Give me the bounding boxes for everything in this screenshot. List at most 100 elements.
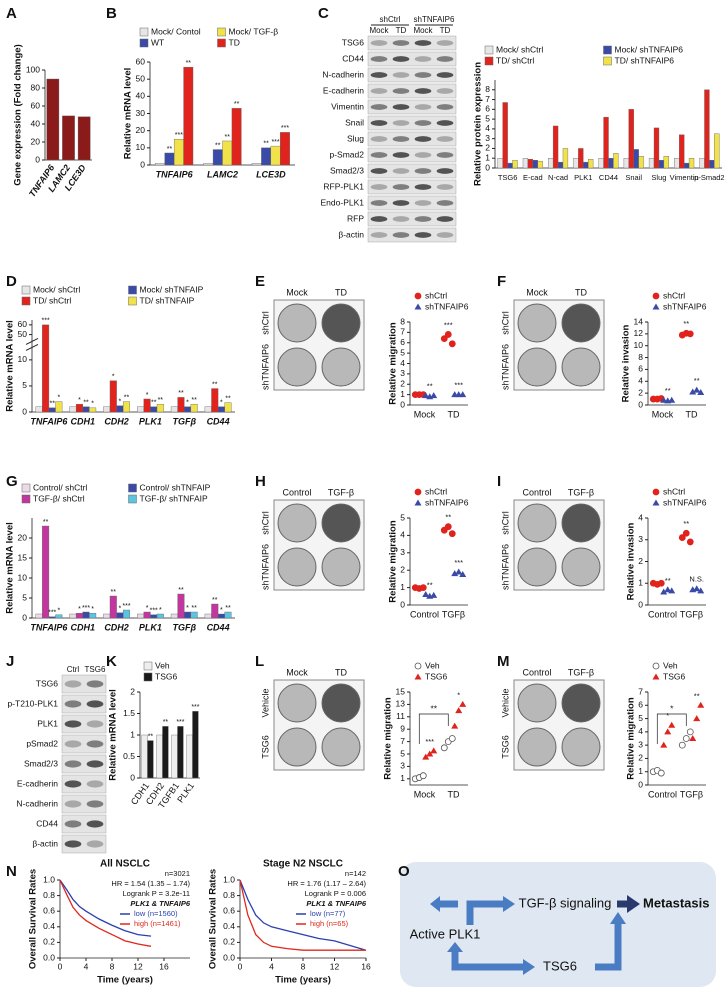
arrow-head [610, 912, 626, 924]
x-tick-label: N-cad [548, 173, 568, 182]
significance: ** [186, 60, 192, 67]
blot-label: E-cadherin [323, 85, 364, 95]
blot-band [370, 120, 388, 126]
blot-band [370, 200, 388, 206]
significance: *** [281, 125, 289, 132]
blot-label: Smad2/3 [330, 165, 364, 175]
lane-label: TSG6 [85, 665, 106, 674]
x-tick-label: 0 [58, 961, 63, 971]
x-tick-label: Mock [414, 789, 436, 799]
panel-label: B [106, 5, 117, 22]
significance: N.S. [689, 575, 704, 584]
node-label: Metastasis [643, 895, 709, 910]
bar [42, 324, 50, 413]
blot-strip [367, 83, 457, 99]
y-tick-label: 0 [485, 162, 490, 172]
y-tick-label: 1 [400, 582, 405, 592]
y-axis-label: Relative migration [388, 322, 399, 405]
lane-label: TD [396, 26, 407, 35]
y-axis-label: Relative invasion [626, 523, 637, 601]
well-column-label: TGF-β [568, 667, 594, 677]
data-point [652, 303, 660, 310]
x-axis-label: Time (years) [275, 975, 331, 986]
blot-strip [367, 67, 457, 83]
y-tick-label: 80 [31, 82, 41, 92]
data-point [414, 488, 422, 496]
legend-swatch [484, 45, 494, 55]
bar [679, 134, 685, 169]
significance: ** [215, 142, 221, 149]
x-tick-label: TNFAIP6 [30, 416, 68, 426]
y-tick-label: 5 [638, 713, 643, 723]
well [321, 303, 361, 343]
y-tick-label: 10 [634, 340, 644, 350]
blot-label: TSG6 [342, 37, 364, 47]
panel-label: N [6, 863, 17, 880]
blot-label: Vimentin [331, 101, 364, 111]
bar [573, 158, 579, 169]
blot-band [64, 780, 82, 788]
annotation: HR = 1.76 (1.17 – 2.64) [287, 879, 366, 888]
well [517, 727, 557, 767]
data-point [414, 292, 422, 300]
bar [587, 158, 594, 169]
legend-label: TGF-β/ shTNFAIP [140, 493, 209, 503]
blot-band [436, 200, 454, 206]
data-point [697, 701, 705, 708]
x-tick-label: 12 [133, 961, 143, 971]
well [561, 727, 601, 767]
y-tick-label: 2 [638, 387, 643, 397]
x-tick-label: CD44 [207, 622, 230, 632]
data-point [689, 735, 697, 741]
bar [532, 159, 538, 169]
bar [537, 160, 543, 169]
legend-swatch [603, 56, 612, 66]
well [561, 547, 601, 587]
blot-band [370, 216, 388, 222]
arrow-head [447, 942, 463, 952]
y-tick-label: 1 [130, 729, 135, 739]
bar [69, 406, 77, 413]
bar [89, 613, 97, 619]
legend-swatch [143, 672, 153, 682]
y-tick-label: 1 [638, 578, 643, 588]
bar [527, 158, 534, 169]
bar [638, 156, 644, 169]
legend-label: shCtrl [663, 486, 685, 496]
blot-band [414, 88, 432, 94]
panel-label: F [497, 273, 506, 290]
y-tick-label: 6 [485, 104, 490, 114]
bar [183, 66, 194, 166]
well-column-label: TD [575, 287, 587, 297]
x-tick-label: Mock [414, 409, 436, 419]
well-row-label: shCtrl [260, 311, 270, 335]
significance: * [220, 400, 223, 407]
blot-band [436, 232, 454, 238]
bar [658, 159, 665, 169]
legend-label: TD/ shCtrl [33, 295, 71, 305]
y-tick-label: 5 [400, 512, 405, 522]
legend-label: shTNFAIP6 [425, 497, 469, 507]
blot-label: N-cadherin [322, 69, 364, 79]
y-axis-label: Relative migration [626, 697, 637, 780]
annotation: * [670, 703, 674, 713]
panel-label: I [497, 473, 501, 490]
blot-band [392, 184, 410, 190]
significance: ** [665, 576, 671, 585]
legend-label: Veh [663, 660, 678, 670]
y-axis-label: Relative invasion [621, 325, 632, 403]
blot-strip [367, 147, 457, 163]
blot-band [86, 780, 104, 788]
panel-label: M [497, 653, 510, 670]
y-tick-label: 0.6 [43, 905, 55, 915]
y-tick-label: 0 [638, 599, 643, 609]
x-tick-label: 12 [330, 961, 340, 971]
blot-label: p-T210-PLK1 [7, 698, 58, 708]
data-point [414, 662, 422, 670]
panel-label: J [6, 653, 14, 670]
y-tick-label: 2 [638, 556, 643, 566]
blot-strip [367, 179, 457, 195]
y-tick-label: 0 [638, 779, 643, 789]
y-tick-label: 0 [22, 406, 27, 416]
